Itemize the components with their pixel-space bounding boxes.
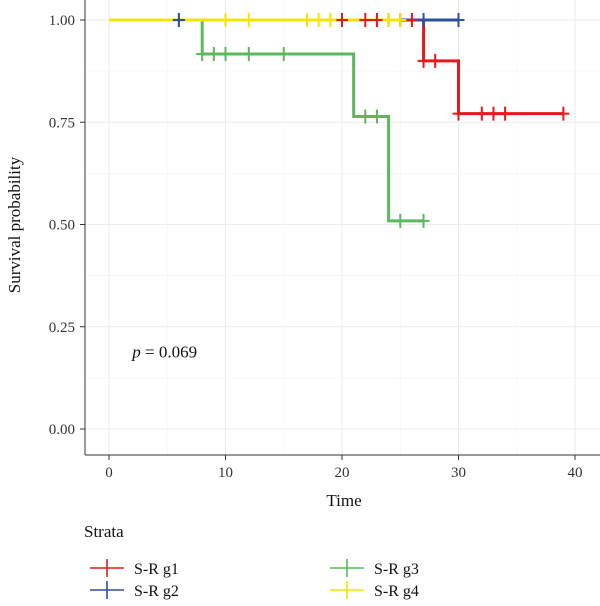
p-value-text: = 0.069 <box>141 342 197 361</box>
legend-label-s-r-g1: S-R g1 <box>134 561 179 578</box>
x-tick-label: 0 <box>105 465 113 481</box>
censor-mark-s-r-g3 <box>359 109 372 124</box>
legend-key-s-r-g1 <box>90 559 124 577</box>
censor-mark-s-r-g3 <box>277 46 290 61</box>
censor-mark-s-r-g1 <box>336 13 348 27</box>
censor-mark-s-r-g4 <box>219 13 232 27</box>
censor-mark-s-r-g3 <box>219 46 232 61</box>
censor-mark-s-r-g1 <box>417 53 430 68</box>
censor-mark-s-r-g4 <box>312 13 325 27</box>
y-tick-label: 0.75 <box>49 115 75 131</box>
censor-mark-s-r-g3 <box>207 46 220 61</box>
censor-mark-s-r-g1 <box>452 106 465 121</box>
censor-mark-s-r-g2 <box>172 13 185 27</box>
legend: S-R g1 S-R g2 S-R g3 S-R g4 <box>90 559 419 600</box>
p-value-symbol: p <box>131 342 141 361</box>
censor-mark-s-r-g1 <box>557 106 570 121</box>
censor-mark-s-r-g1 <box>475 106 488 121</box>
x-tick-label: 10 <box>218 465 233 481</box>
x-tick-label: 20 <box>335 465 350 481</box>
censor-mark-s-r-g3 <box>394 213 407 228</box>
p-value-annotation: p = 0.069 <box>131 342 197 361</box>
legend-label-s-r-g4: S-R g4 <box>374 583 419 600</box>
x-tick-label: 40 <box>568 465 583 481</box>
censor-mark-s-r-g3 <box>370 109 383 124</box>
x-axis-title: Time <box>326 491 361 510</box>
y-tick-label: 1.00 <box>49 13 75 29</box>
censor-mark-s-r-g1 <box>499 106 512 121</box>
legend-title: Strata <box>84 522 124 541</box>
censor-mark-s-r-g1 <box>487 106 500 121</box>
censor-mark-s-r-g4 <box>394 13 407 27</box>
censor-mark-s-r-g4 <box>242 13 255 27</box>
y-tick-label: 0.25 <box>49 320 75 336</box>
censor-mark-s-r-g1 <box>429 53 442 68</box>
censor-mark-s-r-g3 <box>242 46 255 61</box>
legend-item-s-r-g1: S-R g1 <box>90 559 179 578</box>
censor-mark-s-r-g2 <box>452 13 465 27</box>
y-tick-label: 0.00 <box>49 422 75 438</box>
legend-key-s-r-g4 <box>330 581 364 599</box>
censor-mark-s-r-g2 <box>417 13 430 27</box>
curve-s-r-g3 <box>109 18 424 223</box>
ticks: 0 10 20 30 40 0.00 0.25 0.50 0.75 1.00 <box>49 13 583 481</box>
censor-marks <box>172 13 570 228</box>
y-tick-label: 0.50 <box>49 218 75 234</box>
legend-item-s-r-g3: S-R g3 <box>330 559 419 578</box>
legend-key-s-r-g3 <box>330 559 364 577</box>
y-axis-title: Survival probability <box>5 156 24 293</box>
grid <box>85 0 600 455</box>
legend-label-s-r-g2: S-R g2 <box>134 583 179 600</box>
legend-label-s-r-g3: S-R g3 <box>374 561 419 578</box>
censor-mark-s-r-g4 <box>382 13 395 27</box>
censor-mark-s-r-g1 <box>405 13 418 27</box>
legend-item-s-r-g4: S-R g4 <box>330 581 419 600</box>
legend-item-s-r-g2: S-R g2 <box>90 581 179 600</box>
censor-mark-s-r-g4 <box>324 13 337 27</box>
legend-key-s-r-g2 <box>90 581 124 599</box>
censor-mark-s-r-g4 <box>301 13 314 27</box>
censor-mark-s-r-g3 <box>196 46 209 61</box>
censor-mark-s-r-g1 <box>370 13 383 27</box>
censor-mark-s-r-g1 <box>359 13 372 27</box>
censor-mark-s-r-g3 <box>417 213 430 228</box>
x-tick-label: 30 <box>451 465 466 481</box>
